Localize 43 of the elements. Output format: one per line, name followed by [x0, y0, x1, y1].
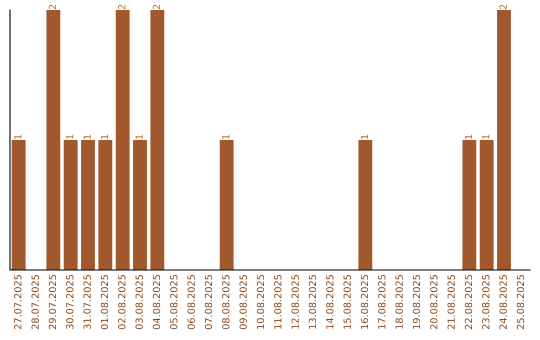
- x-tick-label: 04.08.2025: [152, 275, 160, 330]
- x-tick-label: 19.08.2025: [412, 275, 420, 329]
- data-label: 1: [222, 134, 230, 139]
- x-tick-label: 29.07.2025: [48, 275, 56, 330]
- data-label: 1: [464, 134, 472, 139]
- data-label: 2: [118, 4, 126, 10]
- x-tick-label: 27.07.2025: [14, 275, 22, 330]
- x-tick-label: 25.08.2025: [516, 275, 524, 330]
- data-label: 1: [360, 134, 368, 139]
- x-tick-label: 08.08.2025: [222, 275, 230, 330]
- x-tick-label: 17.08.2025: [378, 275, 386, 329]
- data-label: 2: [499, 4, 507, 10]
- x-tick-label: 15.08.2025: [343, 275, 351, 329]
- x-tick-label: 20.08.2025: [430, 275, 438, 330]
- x-tick-label: 01.08.2025: [100, 275, 108, 330]
- x-tick-label: 10.08.2025: [256, 275, 264, 329]
- x-tick-label: 16.08.2025: [360, 275, 368, 329]
- data-label: 1: [84, 134, 91, 139]
- data-label: 1: [66, 134, 74, 139]
- data-label: 1: [100, 134, 108, 139]
- x-tick-label: 11.08.2025: [274, 275, 282, 329]
- x-tick-label: 21.08.2025: [447, 275, 455, 330]
- data-label: 2: [48, 4, 56, 10]
- x-tick-label: 28.07.2025: [31, 275, 39, 330]
- x-tick-label: 31.07.2025: [83, 275, 91, 330]
- x-tick-label: 12.08.2025: [291, 275, 299, 329]
- x-tick-label: 24.08.2025: [499, 275, 507, 330]
- x-tick-label: 06.08.2025: [187, 275, 195, 330]
- data-label: 1: [482, 134, 490, 139]
- x-tick-label: 03.08.2025: [135, 275, 143, 330]
- x-tick-label: 30.07.2025: [66, 275, 74, 330]
- data-label: 2: [152, 4, 160, 10]
- x-tick-label: 23.08.2025: [482, 275, 490, 330]
- x-tick-label: 22.08.2025: [464, 275, 472, 330]
- x-tick-label: 13.08.2025: [308, 275, 316, 329]
- data-label: 1: [136, 134, 143, 139]
- x-tick-label: 05.08.2025: [170, 275, 178, 330]
- data-label: 1: [14, 134, 22, 139]
- x-tick-label: 14.08.2025: [326, 275, 334, 329]
- x-tick-label: 02.08.2025: [118, 275, 126, 330]
- x-tick-label: 09.08.2025: [239, 275, 247, 330]
- x-tick-label: 07.08.2025: [204, 275, 212, 330]
- x-tick-label: 18.08.2025: [395, 275, 403, 329]
